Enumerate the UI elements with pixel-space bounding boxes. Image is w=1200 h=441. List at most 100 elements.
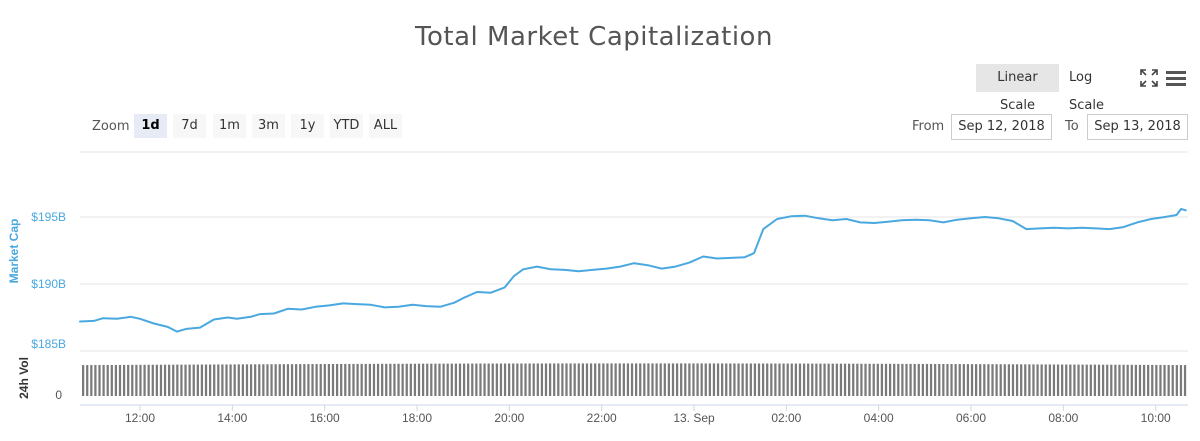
x-tick-label: 13. Sep: [673, 411, 715, 425]
volume-bar: [647, 363, 650, 396]
volume-bar: [876, 363, 879, 396]
volume-bar: [880, 363, 884, 396]
zoom-button-1y[interactable]: 1y: [291, 114, 324, 138]
volume-bar: [192, 364, 195, 396]
volume-bar: [479, 363, 482, 396]
volume-bar: [327, 364, 331, 396]
volume-bar: [716, 363, 720, 396]
volume-bar: [753, 363, 757, 396]
volume-bar: [1134, 364, 1138, 396]
volume-bar: [143, 364, 146, 396]
volume-bar: [995, 364, 998, 396]
volume-bar: [315, 364, 318, 396]
volume-bar: [90, 365, 93, 396]
volume-bar: [1179, 365, 1183, 396]
volume-bar: [172, 364, 175, 396]
volume-bar: [794, 363, 798, 396]
volume-bar: [340, 363, 343, 396]
volume-bar: [856, 363, 859, 396]
linear-scale-button[interactable]: Linear Scale: [976, 64, 1059, 113]
volume-bar: [594, 363, 597, 396]
volume-bar: [573, 363, 576, 396]
volume-bar: [331, 363, 335, 396]
volume-bar: [1024, 364, 1027, 396]
volume-bar: [569, 363, 572, 396]
volume-bar: [368, 363, 371, 396]
volume-bar: [147, 364, 150, 396]
range-from-input[interactable]: Sep 12, 2018: [951, 114, 1052, 140]
volume-bar: [385, 363, 388, 396]
volume-bars: [82, 363, 1187, 396]
volume-bar: [168, 364, 171, 396]
zoom-button-3m[interactable]: 3m: [252, 114, 285, 138]
volume-bar: [262, 364, 265, 396]
volume-bar: [868, 363, 871, 396]
volume-bar: [188, 364, 191, 396]
volume-bar: [159, 364, 163, 396]
zoom-button-7d[interactable]: 7d: [173, 114, 206, 138]
fullscreen-icon[interactable]: [1138, 67, 1160, 89]
volume-bar: [950, 364, 953, 396]
volume-bar: [1032, 364, 1035, 396]
y-tick-label: $195B: [31, 210, 66, 224]
volume-bar: [311, 364, 314, 396]
volume-bar: [606, 363, 609, 396]
volume-bar: [589, 363, 593, 396]
volume-bar: [553, 363, 556, 396]
volume-bar: [163, 364, 167, 396]
volume-bar: [708, 363, 711, 396]
zoom-button-1d[interactable]: 1d: [134, 114, 167, 138]
volume-bar: [659, 363, 662, 396]
volume-bar: [270, 364, 273, 396]
volume-bar: [381, 363, 384, 396]
volume-bar: [475, 363, 478, 396]
zoom-button-ytd[interactable]: YTD: [330, 114, 363, 138]
zoom-button-all[interactable]: ALL: [369, 114, 402, 138]
volume-bar: [667, 363, 671, 396]
volume-bar: [585, 363, 589, 396]
volume-bar: [421, 363, 425, 396]
volume-bar: [884, 363, 888, 396]
chart-title: Total Market Capitalization: [415, 22, 773, 52]
volume-bar: [196, 364, 199, 396]
log-scale-button[interactable]: Log Scale: [1069, 70, 1104, 113]
volume-bar: [184, 364, 187, 396]
volume-bar: [397, 363, 400, 396]
volume-bar: [1106, 364, 1109, 396]
volume-bar: [733, 363, 736, 396]
volume-bar: [1163, 364, 1166, 396]
volume-bar: [1007, 364, 1011, 396]
volume-bar: [905, 363, 908, 396]
x-tick-label: 18:00: [402, 411, 432, 425]
volume-bar: [815, 363, 818, 396]
volume-bar: [811, 363, 814, 396]
volume-bar: [622, 363, 625, 396]
volume-bar: [946, 364, 949, 396]
hamburger-menu-icon[interactable]: [1164, 67, 1186, 89]
volume-bar: [213, 364, 216, 396]
volume-bar: [204, 364, 208, 396]
range-to-input[interactable]: Sep 13, 2018: [1087, 114, 1188, 140]
volume-bar: [94, 365, 97, 396]
volume-bar: [671, 363, 675, 396]
volume-bar: [1061, 364, 1064, 396]
volume-bar: [176, 364, 179, 396]
volume-bar: [770, 363, 773, 396]
volume-bar: [757, 363, 761, 396]
volume-bar: [290, 364, 294, 396]
volume-bar: [1077, 364, 1080, 396]
volume-bar: [925, 363, 929, 396]
volume-bar: [782, 363, 785, 396]
volume-bar: [118, 364, 122, 396]
volume-bar: [454, 363, 458, 396]
volume-bar: [827, 363, 830, 396]
volume-bar: [913, 363, 916, 396]
volume-bar: [1101, 364, 1105, 396]
x-tick-label: 02:00: [771, 411, 801, 425]
volume-bar: [229, 364, 232, 396]
market-cap-line: [79, 208, 1187, 333]
zoom-label: Zoom: [92, 119, 130, 134]
zoom-button-1m[interactable]: 1m: [213, 114, 246, 138]
volume-bar: [602, 363, 605, 396]
volume-bar: [401, 363, 404, 396]
